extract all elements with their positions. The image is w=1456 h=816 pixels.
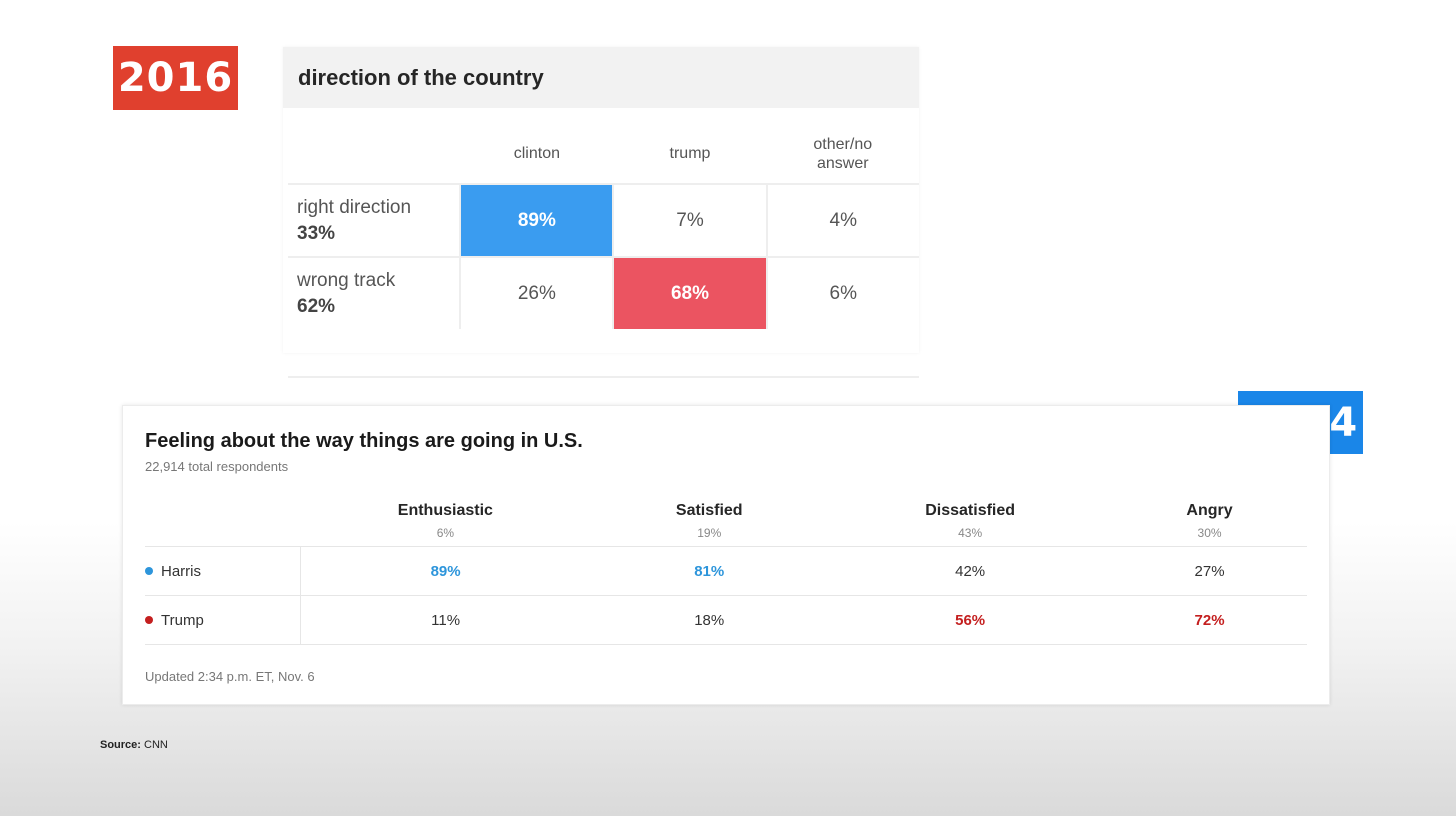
direction-table-title: direction of the country [283,47,919,108]
updated-timestamp: Updated 2:34 p.m. ET, Nov. 6 [145,669,315,684]
feeling-table: Enthusiastic 6% Satisfied 19% Dissatisfi… [145,496,1307,645]
column-header-trump: trump [669,145,711,163]
header-blank [145,496,300,547]
table-cell: 7% [612,183,767,257]
table-cell: 89% [300,546,591,596]
table-row-wrong-track: wrong track 62% 26% 68% 6% [288,256,919,329]
direction-table: clinton trump other/no answer right dire… [288,117,919,329]
feeling-table-title: Feeling about the way things are going i… [145,430,583,452]
table-row-harris: Harris 89% 81% 42% 27% [145,546,1307,596]
feeling-table-panel: Feeling about the way things are going i… [122,405,1330,705]
table-cell: 89% [459,183,614,257]
row-label: Trump [145,595,301,645]
divider [288,376,919,378]
row-label: right direction 33% [288,183,461,257]
table-cell: 81% [590,546,829,596]
row-share: 62% [297,295,336,317]
table-cell: 27% [1112,546,1307,596]
table-cell: 18% [590,595,829,645]
table-row-trump: Trump 11% 18% 56% 72% [145,595,1307,645]
column-header-enthusiastic: Enthusiastic 6% [397,502,493,540]
table-cell: 6% [765,256,919,329]
column-header-satisfied: Satisfied 19% [675,502,743,540]
respondents-count: 22,914 total respondents [145,459,289,474]
table-cell: 68% [612,256,767,329]
header-blank [288,117,460,184]
divider [145,644,1307,645]
year-badge-2016: 2016 [113,46,238,110]
column-header-angry: Angry 30% [1186,502,1233,540]
column-header-dissatisfied: Dissatisfied 43% [925,502,1016,540]
table-cell: 26% [459,256,614,329]
row-label: wrong track 62% [288,256,461,329]
table-cell: 11% [300,595,591,645]
column-header-other: other/no answer [813,135,873,172]
row-label: Harris [145,546,301,596]
harris-dot-icon [145,566,153,575]
table-row-right-direction: right direction 33% 89% 7% 4% [288,183,919,257]
table-cell: 56% [828,595,1113,645]
table-cell: 4% [765,183,919,257]
direction-table-panel: direction of the country clinton trump o… [283,47,919,378]
table-cell: 72% [1112,595,1307,645]
source-note: Source: CNN [100,739,168,751]
table-cell: 42% [828,546,1113,596]
trump-dot-icon [145,615,153,624]
row-share: 33% [297,222,336,244]
column-header-clinton: clinton [513,145,560,163]
